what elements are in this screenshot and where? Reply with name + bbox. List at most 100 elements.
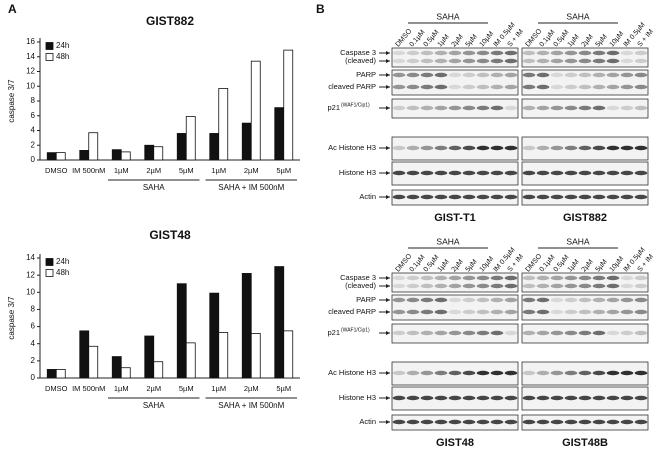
band [620, 395, 634, 401]
row-label-superscript: (WAF1/Cip1) [341, 327, 370, 333]
band [606, 330, 620, 336]
band [490, 330, 504, 336]
band [490, 283, 504, 289]
x-tick-label: 5µM [276, 384, 291, 393]
band [476, 275, 490, 281]
band [522, 105, 536, 111]
panel-label: B [316, 2, 325, 16]
band [420, 194, 434, 200]
band [564, 84, 578, 90]
band [476, 58, 490, 64]
band [392, 419, 406, 425]
group-label: SAHA [143, 183, 165, 192]
x-tick-label: 2µM [244, 166, 259, 175]
x-tick-label: 1µM [211, 166, 226, 175]
band [606, 170, 620, 176]
row-label: Ac Histone H3 [328, 143, 376, 152]
band [490, 58, 504, 64]
x-tick-label: 2µM [244, 384, 259, 393]
legend-label: 48h [56, 52, 69, 61]
band [420, 330, 434, 336]
band [504, 170, 518, 176]
blot-title: GIST48 [436, 437, 474, 449]
band [606, 145, 620, 151]
row-arrowhead [386, 146, 390, 150]
band [522, 283, 536, 289]
band [448, 419, 462, 425]
band [476, 145, 490, 151]
band [550, 145, 564, 151]
chart-title: GIST882 [146, 14, 194, 28]
row-arrowhead [386, 85, 390, 89]
bar [153, 361, 164, 379]
band [406, 370, 420, 376]
band [490, 370, 504, 376]
bar [120, 367, 131, 379]
bar [185, 342, 196, 379]
treatment-label: SAHA [436, 236, 459, 246]
band [434, 72, 448, 78]
bar [46, 152, 57, 161]
band [392, 330, 406, 336]
lane-label: 10µM [609, 30, 626, 48]
band [392, 194, 406, 200]
band [536, 170, 550, 176]
band [564, 58, 578, 64]
bar [241, 273, 252, 379]
y-axis-label: caspase 3/7 [7, 79, 16, 123]
band [606, 50, 620, 56]
band [550, 194, 564, 200]
band [490, 145, 504, 151]
band [522, 170, 536, 176]
row-label: PARP [356, 70, 376, 79]
row-arrowhead [386, 371, 390, 375]
group-label: SAHA [143, 401, 165, 410]
band [578, 194, 592, 200]
band [536, 275, 550, 281]
bar [283, 330, 294, 379]
band [606, 283, 620, 289]
band [504, 297, 518, 303]
lane-label: 10µM [479, 30, 496, 48]
band [620, 72, 634, 78]
row-label: (cleaved) [345, 56, 376, 65]
band [592, 283, 606, 289]
y-tick-label: 6 [31, 111, 36, 120]
band [420, 309, 434, 315]
band [448, 194, 462, 200]
band [490, 395, 504, 401]
band [448, 330, 462, 336]
bar [250, 60, 261, 161]
band [462, 309, 476, 315]
bar [79, 150, 90, 161]
band [620, 309, 634, 315]
lane-label: 2µM [581, 258, 595, 273]
row-arrowhead [386, 276, 390, 280]
band [522, 145, 536, 151]
band [578, 50, 592, 56]
blot-title: GIST48B [562, 437, 608, 449]
lane-label: 5µM [465, 33, 479, 48]
band [476, 419, 490, 425]
band [434, 370, 448, 376]
band [592, 84, 606, 90]
band [420, 275, 434, 281]
band [620, 275, 634, 281]
band [564, 170, 578, 176]
blot-box [391, 294, 519, 321]
band [476, 72, 490, 78]
x-tick-label: DMSO [45, 166, 68, 175]
band [406, 309, 420, 315]
band [420, 50, 434, 56]
band [434, 309, 448, 315]
band [536, 395, 550, 401]
row-label: cleaved PARP [328, 307, 376, 316]
band [564, 330, 578, 336]
band [448, 309, 462, 315]
band [448, 72, 462, 78]
band [536, 283, 550, 289]
band [434, 330, 448, 336]
band [550, 50, 564, 56]
band [592, 58, 606, 64]
